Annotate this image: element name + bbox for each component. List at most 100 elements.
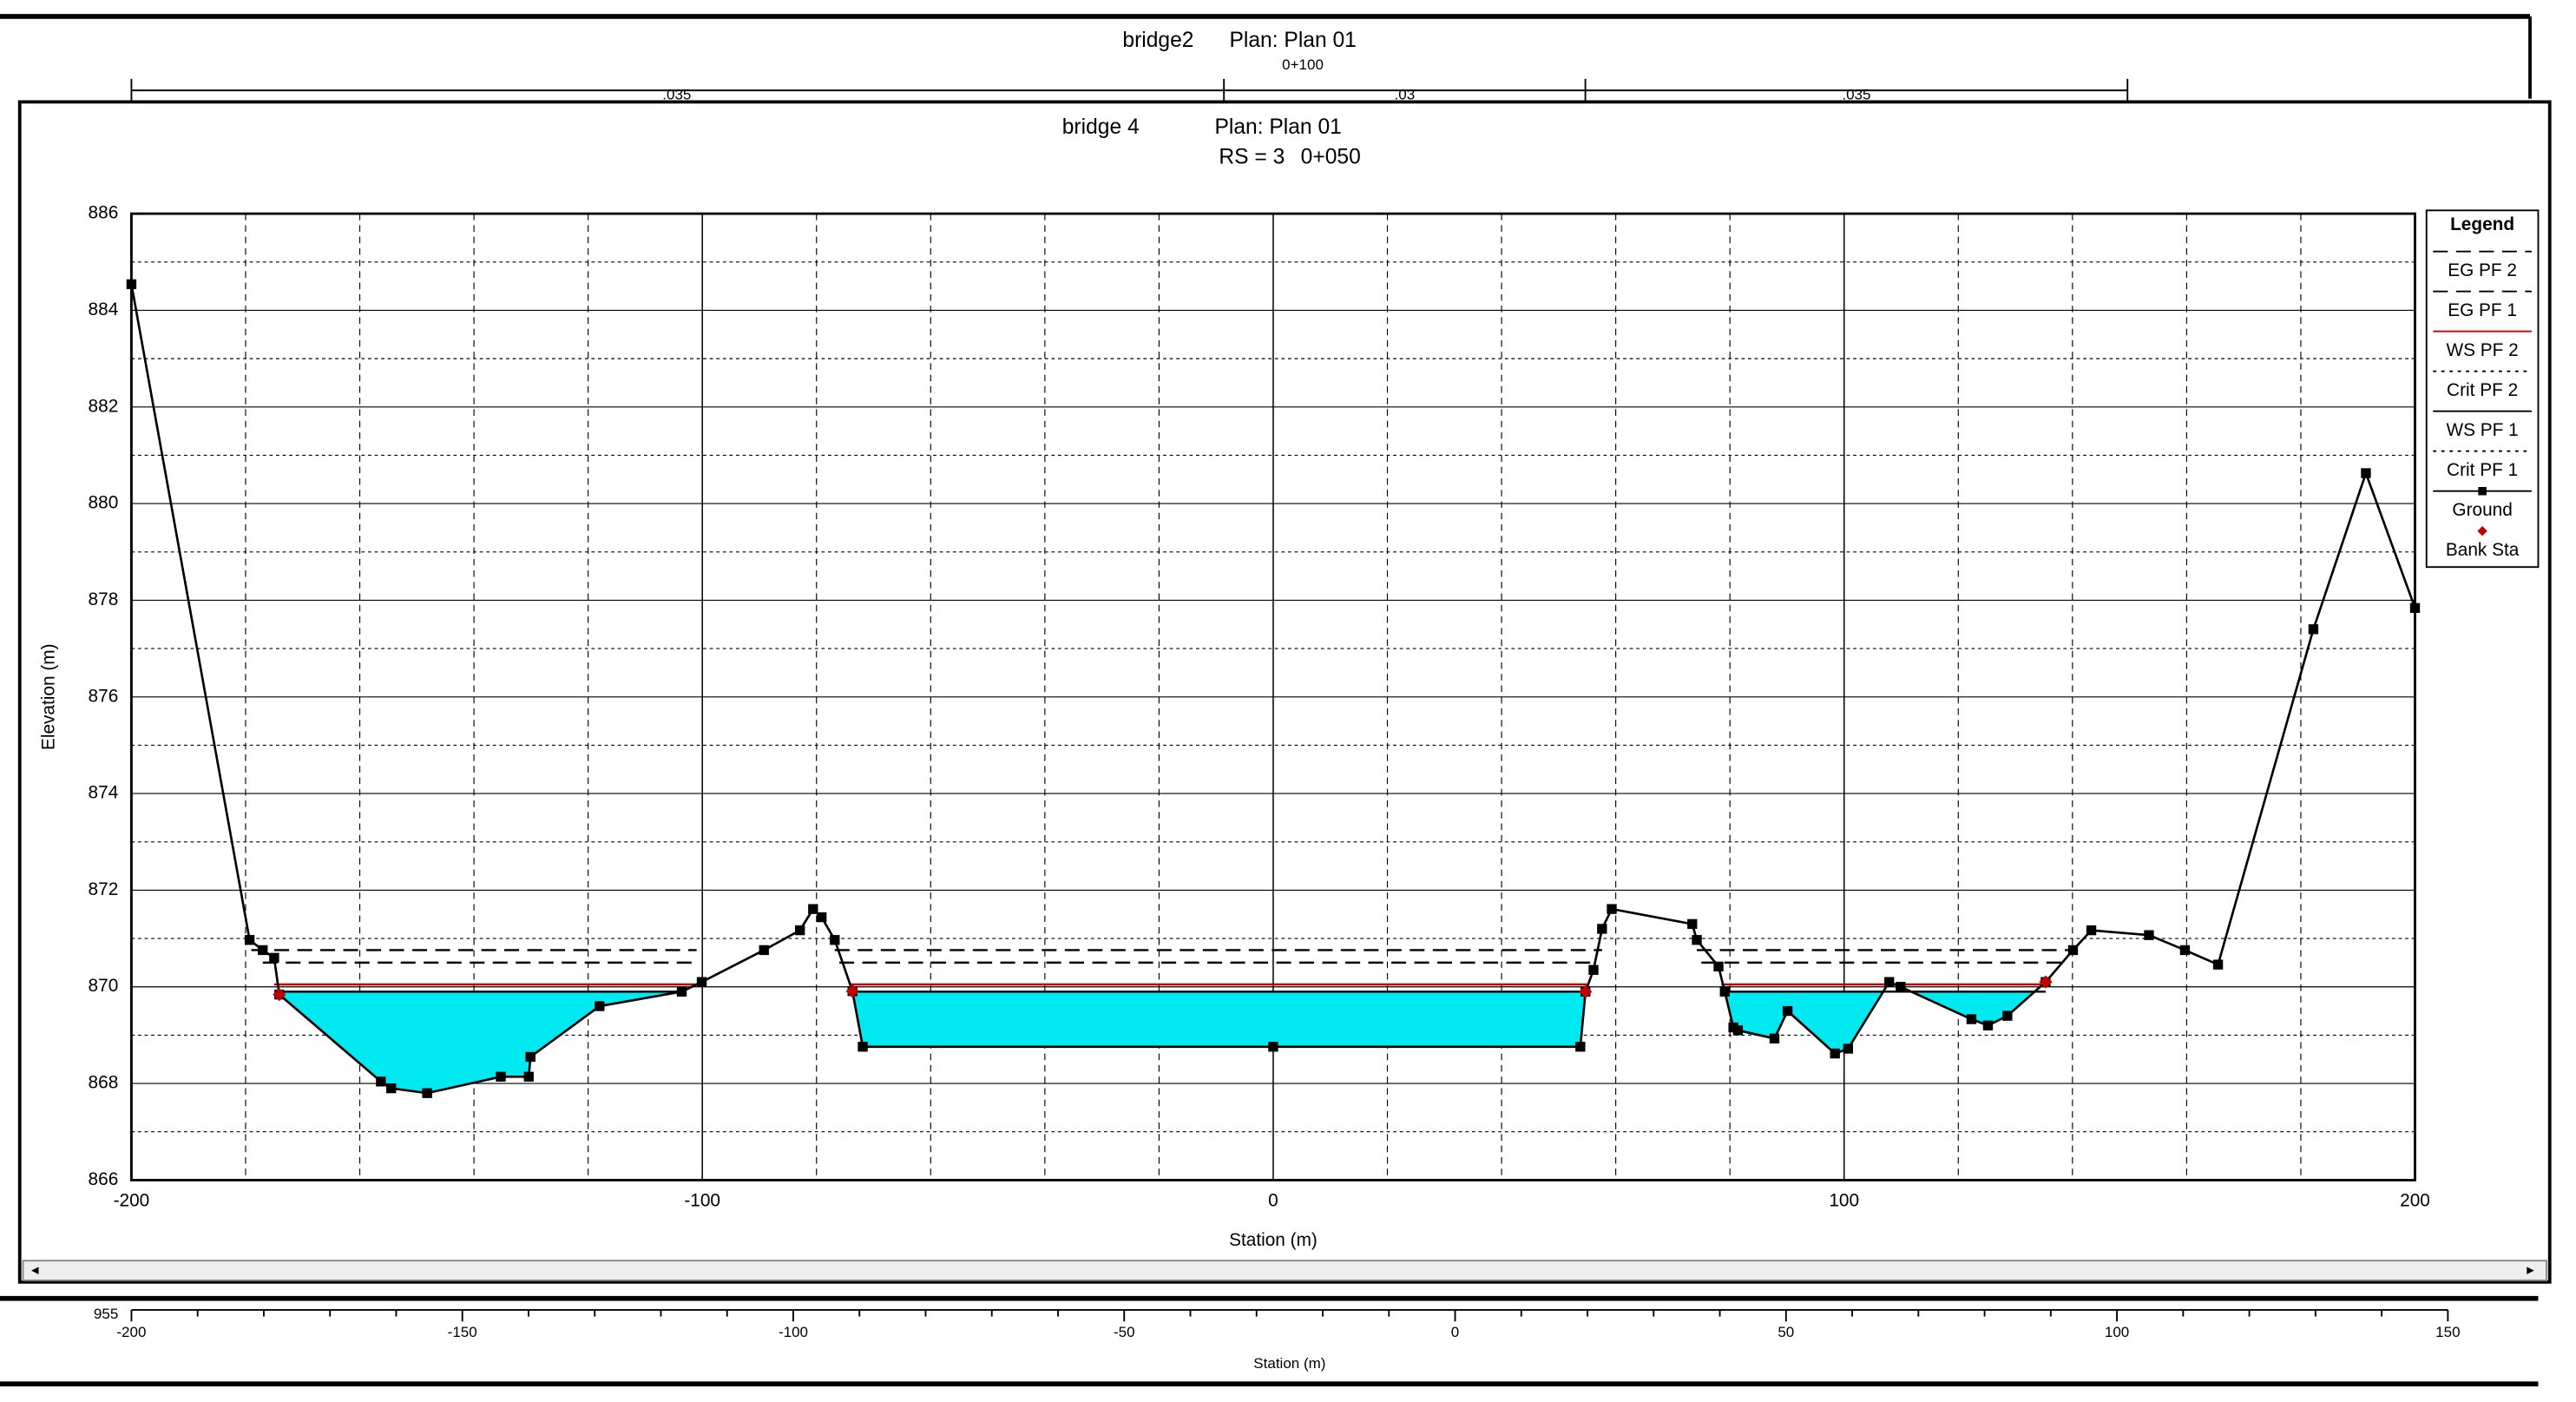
legend-label: EG PF 1 (2448, 300, 2517, 320)
ground-point (1732, 1025, 1744, 1036)
y-tick-label: 866 (89, 1169, 119, 1189)
legend-label: Crit PF 1 (2447, 460, 2518, 480)
legend-marker (2478, 486, 2487, 496)
bank-station (2039, 975, 2053, 989)
main-window (17, 100, 2552, 1284)
ground-point (1575, 1042, 1586, 1052)
n-value: .035 (662, 86, 691, 102)
x-tick-label: -100 (684, 1191, 720, 1211)
ground-point (1268, 1042, 1278, 1052)
chart-rs: RS = 3 (1219, 145, 1285, 168)
y-axis-title: Elevation (m) (38, 643, 58, 750)
y-tick-label: 870 (89, 976, 119, 996)
bottom-tick-label: 0 (1451, 1324, 1459, 1340)
legend-title: Legend (2450, 214, 2514, 234)
ground-point (1782, 1005, 1793, 1017)
ground-point (2212, 959, 2224, 970)
y-tick-label: 872 (89, 879, 119, 899)
legend-box (2425, 209, 2540, 569)
y-tick-label: 884 (89, 299, 119, 319)
bank-station (845, 984, 859, 998)
ground-point (2409, 602, 2421, 614)
ground-point (1896, 982, 1906, 992)
ruler-ticks (130, 78, 2129, 102)
legend-marker (2477, 526, 2487, 536)
x-tick-label: -200 (114, 1191, 150, 1211)
top-title: bridge2 (1122, 29, 1193, 52)
ground-point (386, 1083, 397, 1094)
bottom-tick-label: 50 (1778, 1324, 1794, 1340)
ground-point (858, 1042, 868, 1052)
y-tick-label: 868 (89, 1073, 119, 1093)
bottom-tick-label: -150 (448, 1324, 477, 1340)
ground-point (126, 279, 137, 290)
ground-point (1597, 924, 1607, 934)
y-tick-label: 882 (89, 396, 119, 416)
ground-point (1966, 1014, 1977, 1024)
legend-label: Crit PF 2 (2447, 380, 2518, 400)
ground-point (2067, 945, 2079, 956)
ground-point (376, 1076, 386, 1087)
scrollbar[interactable] (22, 1260, 2547, 1281)
ground-point (1830, 1048, 1840, 1059)
ground-point (523, 1071, 534, 1082)
ground-point (258, 945, 268, 956)
top-plan: Plan: Plan 01 (1229, 29, 1356, 52)
bank-station (273, 988, 286, 1002)
y-tick-label: 874 (89, 783, 119, 803)
x-tick-label: 100 (1829, 1191, 1859, 1211)
chart-title: bridge 4 (1062, 115, 1140, 139)
scroll-left[interactable]: ◂ (31, 1261, 39, 1278)
legend-label: EG PF 2 (2448, 260, 2517, 280)
x-tick-label: 200 (2400, 1191, 2430, 1211)
top-station: 0+100 (1282, 56, 1324, 73)
ground-point (1719, 986, 1730, 997)
n-value: .035 (1842, 86, 1870, 102)
ground-point (1692, 935, 1702, 945)
y-tick-label: 876 (89, 686, 119, 706)
ground-point (2308, 624, 2319, 635)
scroll-right[interactable]: ▸ (2527, 1261, 2534, 1278)
ground-point (696, 977, 707, 987)
chart-plan: Plan: Plan 01 (1214, 115, 1341, 139)
ground-point (1769, 1033, 1780, 1043)
ground-point (1884, 977, 1895, 987)
ground-point (794, 925, 805, 936)
ground-point (2144, 930, 2154, 940)
y-tick-label: 880 (89, 493, 119, 513)
ground-point (269, 952, 279, 964)
legend-label: WS PF 1 (2446, 420, 2518, 440)
ground-point (422, 1088, 432, 1098)
bottom-y-label: 955 (94, 1306, 118, 1322)
y-tick-label: 878 (89, 589, 119, 609)
ground-point (2086, 925, 2097, 936)
ground-point (1607, 904, 1617, 914)
ground-point (676, 986, 687, 997)
ground-point (1982, 1020, 1994, 1030)
n-value: .03 (1395, 86, 1416, 102)
ground-point (2179, 945, 2191, 956)
ground-point (830, 935, 840, 945)
ground-point (1687, 918, 1698, 930)
ground-point (2361, 468, 2371, 478)
ground-point (808, 904, 818, 914)
ground-point (244, 935, 255, 945)
legend-label: Bank Sta (2446, 540, 2520, 560)
x-tick-label: 0 (1268, 1191, 1278, 1211)
ground-point (759, 945, 769, 956)
ground-point (1713, 961, 1724, 972)
ground-point (496, 1071, 506, 1082)
ground-point (525, 1051, 536, 1063)
x-axis-title: Station (m) (1229, 1230, 1318, 1250)
bottom-tick-label: -50 (1114, 1324, 1135, 1340)
ground-point (1843, 1043, 1854, 1054)
ground-point (595, 1001, 605, 1011)
chart-station: 0+050 (1301, 145, 1361, 168)
bottom-tick-label: 150 (2435, 1324, 2460, 1340)
legend-label: WS PF 2 (2446, 340, 2518, 360)
bottom-tick-label: -100 (779, 1324, 808, 1340)
bottom-tick-label: -200 (116, 1324, 146, 1340)
ground-point (2002, 1010, 2013, 1021)
bottom-tick-label: 100 (2105, 1324, 2129, 1340)
